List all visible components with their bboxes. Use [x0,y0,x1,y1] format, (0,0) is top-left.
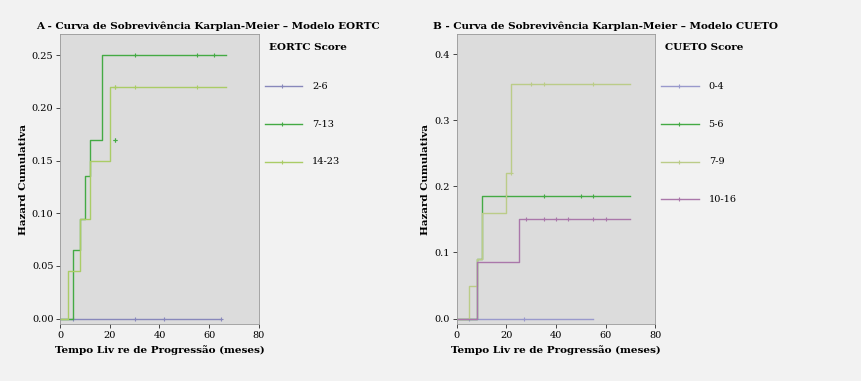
Text: 2-6: 2-6 [312,82,327,91]
Text: 7-13: 7-13 [312,120,334,128]
Text: 14-23: 14-23 [312,157,340,166]
X-axis label: Tempo Liv re de Progressão (meses): Tempo Liv re de Progressão (meses) [450,345,660,355]
Y-axis label: Hazard Cumulativa: Hazard Cumulativa [421,123,430,235]
X-axis label: Tempo Liv re de Progressão (meses): Tempo Liv re de Progressão (meses) [54,345,264,355]
Text: B - Curva de Sobrevivência Karplan-Meier – Modelo CUETO: B - Curva de Sobrevivência Karplan-Meier… [432,21,777,31]
Text: 10-16: 10-16 [708,195,736,204]
Text: EORTC Score: EORTC Score [269,43,346,52]
Text: 7-9: 7-9 [708,157,723,166]
Text: 0-4: 0-4 [708,82,723,91]
Text: CUETO Score: CUETO Score [665,43,742,52]
Text: 5-6: 5-6 [708,120,723,128]
Y-axis label: Hazard Cumulativa: Hazard Cumulativa [19,123,28,235]
Text: A - Curva de Sobrevivência Karplan-Meier – Modelo EORTC: A - Curva de Sobrevivência Karplan-Meier… [36,21,380,31]
